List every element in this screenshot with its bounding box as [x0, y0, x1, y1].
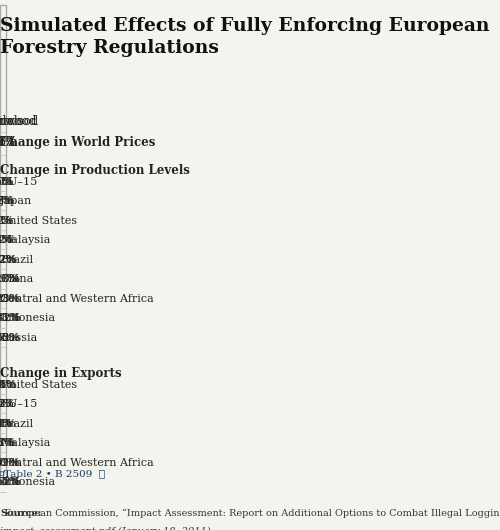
Text: Malaysia: Malaysia: [0, 438, 50, 448]
Text: 13%: 13%: [0, 196, 16, 206]
Text: −23%: −23%: [0, 294, 20, 304]
Text: 8%: 8%: [0, 235, 12, 245]
Text: 4%: 4%: [0, 419, 14, 429]
Text: Russia: Russia: [0, 333, 38, 343]
Text: Indonesia: Indonesia: [0, 313, 56, 323]
Text: −32%: −32%: [0, 333, 21, 343]
Text: 10%: 10%: [0, 458, 18, 468]
Text: Change in Exports: Change in Exports: [0, 367, 122, 381]
Text: EU–15: EU–15: [0, 399, 38, 409]
Text: Simulated Effects of Fully Enforcing European
Forestry Regulations: Simulated Effects of Fully Enforcing Eur…: [0, 17, 490, 57]
Text: −16%: −16%: [0, 333, 20, 343]
Text: China: China: [0, 275, 34, 284]
Text: −55%: −55%: [0, 478, 21, 488]
Text: Brazil: Brazil: [0, 255, 34, 265]
Text: United States: United States: [0, 216, 78, 226]
Text: 1%: 1%: [0, 216, 12, 226]
Text: 2%: 2%: [0, 196, 14, 206]
Text: −52%: −52%: [0, 478, 22, 488]
Text: United States: United States: [0, 379, 78, 390]
Text: 0%: 0%: [0, 176, 14, 187]
Text: Roundwood: Roundwood: [0, 115, 38, 128]
Text: 16%: 16%: [0, 136, 18, 149]
Text: 5%: 5%: [0, 176, 12, 187]
Text: −10%: −10%: [0, 275, 21, 284]
Text: European Commission, “Impact Assessment: Report on Additional Options to Combat : European Commission, “Impact Assessment:…: [0, 509, 500, 518]
Text: −28%: −28%: [0, 294, 21, 304]
Text: heritage.org: heritage.org: [0, 469, 6, 478]
Text: Brazil: Brazil: [0, 419, 34, 429]
Text: −44%: −44%: [0, 478, 20, 488]
Text: Panels: Panels: [0, 115, 24, 128]
Text: Change in World Prices: Change in World Prices: [0, 136, 156, 149]
Text: −23%: −23%: [0, 275, 20, 284]
Text: −31%: −31%: [0, 313, 21, 323]
Text: 5%: 5%: [0, 176, 13, 187]
Text: Source:: Source:: [0, 509, 42, 518]
Text: 37%: 37%: [0, 136, 17, 149]
Text: −2%: −2%: [0, 255, 16, 265]
Text: 5%: 5%: [0, 333, 14, 343]
Text: 1%: 1%: [0, 216, 13, 226]
Text: 0%: 0%: [0, 379, 12, 390]
Text: impact_assessment.pdf (January 18, 2011).: impact_assessment.pdf (January 18, 2011)…: [0, 526, 214, 530]
Text: Central and Western Africa: Central and Western Africa: [0, 458, 154, 468]
Text: 1%: 1%: [0, 235, 14, 245]
Text: 49%: 49%: [0, 379, 16, 390]
Text: EU–15: EU–15: [0, 176, 38, 187]
Text: −9%: −9%: [0, 275, 18, 284]
Text: 4%: 4%: [0, 399, 12, 409]
Text: −1%: −1%: [0, 438, 18, 448]
Text: 19%: 19%: [0, 136, 16, 149]
Text: 7%: 7%: [0, 196, 12, 206]
Text: −33%: −33%: [0, 313, 20, 323]
Text: 5%: 5%: [0, 399, 14, 409]
Text: −32%: −32%: [0, 313, 22, 323]
Text: Table 2 • B 2509  ✈: Table 2 • B 2509 ✈: [4, 469, 104, 478]
Text: 35%: 35%: [0, 379, 18, 390]
Text: −2%: −2%: [0, 255, 18, 265]
Text: 2%: 2%: [0, 216, 14, 226]
Text: Change in Production Levels: Change in Production Levels: [0, 164, 190, 178]
Text: −1%: −1%: [0, 419, 18, 429]
Text: 48%: 48%: [0, 438, 16, 448]
Text: Indonesia: Indonesia: [0, 478, 56, 488]
Text: 2%: 2%: [0, 294, 14, 304]
Text: −2%: −2%: [0, 255, 18, 265]
Text: 12%: 12%: [0, 399, 16, 409]
Text: Central and Western Africa: Central and Western Africa: [0, 294, 154, 304]
Text: Japan: Japan: [0, 196, 32, 206]
Text: −39%: −39%: [0, 458, 20, 468]
Text: −2%: −2%: [0, 235, 18, 245]
Text: 5%: 5%: [0, 438, 14, 448]
Text: Sawnwood: Sawnwood: [0, 115, 36, 128]
Text: Malaysia: Malaysia: [0, 235, 50, 245]
Text: 0%: 0%: [0, 419, 12, 429]
Text: −51%: −51%: [0, 458, 21, 468]
